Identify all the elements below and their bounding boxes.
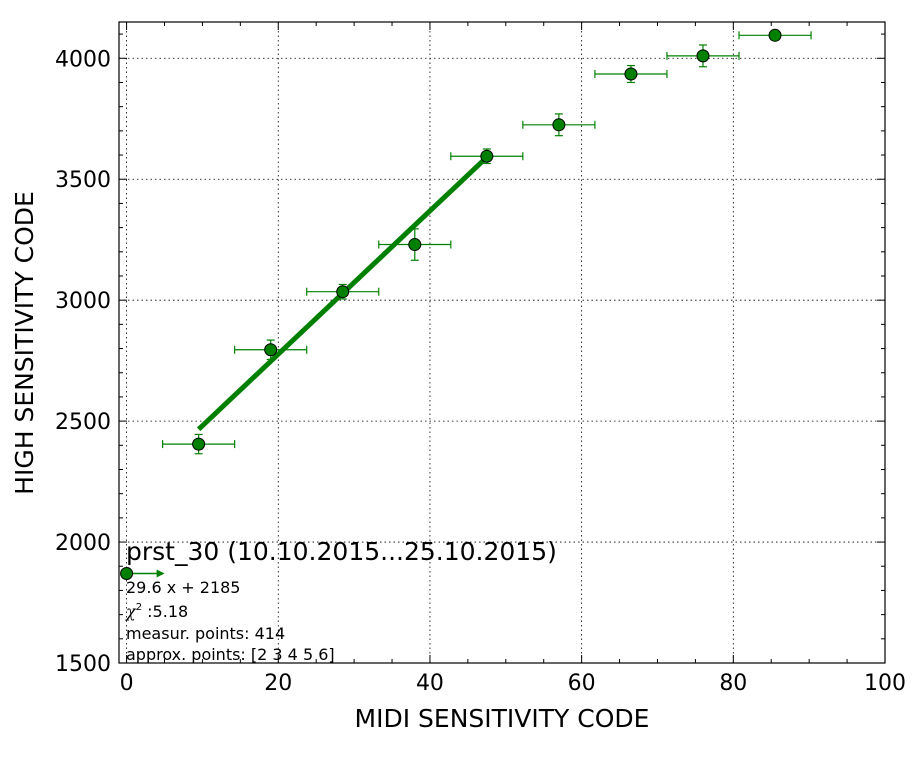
x-tick-label: 0 [120,671,134,696]
x-tick-label: 40 [416,671,444,696]
fit-equation: 29.6 x + 2185 [126,578,240,597]
data-point [336,285,350,299]
y-tick-label: 3500 [55,168,111,193]
x-tick-labels: 0 20 40 60 80 100 [120,671,906,696]
x-tick-label: 80 [719,671,747,696]
data-point [192,437,206,451]
x-axis-title: MIDI SENSITIVITY CODE [355,704,650,733]
data-point [624,67,638,81]
x-tick-label: 20 [264,671,292,696]
data-point [408,238,422,252]
chi-superscript: 2 [136,602,142,613]
chi-value: :5.18 [142,602,188,621]
arrow-head [156,569,165,578]
y-tick-label: 1500 [55,652,111,677]
marker-point [120,567,134,581]
chi-symbol: χ [125,602,137,621]
approx-points: approx. points: [2 3 4 5 6] [126,645,335,664]
x-tick-label: 60 [568,671,596,696]
y-tick-label: 3000 [55,289,111,314]
y-tick-label: 2000 [55,531,111,556]
data-point [768,28,782,42]
grid-lines [119,22,885,663]
measur-points: measur. points: 414 [126,624,285,643]
y-tick-label: 4000 [55,47,111,72]
error-bars [162,31,812,455]
marker-group [120,567,165,581]
annotation: prst_30 (10.10.2015...25.10.2015) 29.6 x… [125,537,557,664]
data-point [264,343,278,357]
axis-ticks [119,22,886,664]
data-point [552,118,566,132]
y-axis-title: HIGH SENSITIVITY CODE [10,191,39,495]
x-tick-label: 100 [864,671,906,696]
data-point [480,149,494,163]
plot-frame [118,21,886,664]
data-point [696,49,710,63]
annotation-title: prst_30 (10.10.2015...25.10.2015) [126,537,557,566]
data-points [192,28,782,451]
y-tick-label: 2500 [55,410,111,435]
chi-square: χ2 :5.18 [125,602,188,621]
y-tick-labels: 1500 2000 2500 3000 3500 4000 [55,47,111,677]
